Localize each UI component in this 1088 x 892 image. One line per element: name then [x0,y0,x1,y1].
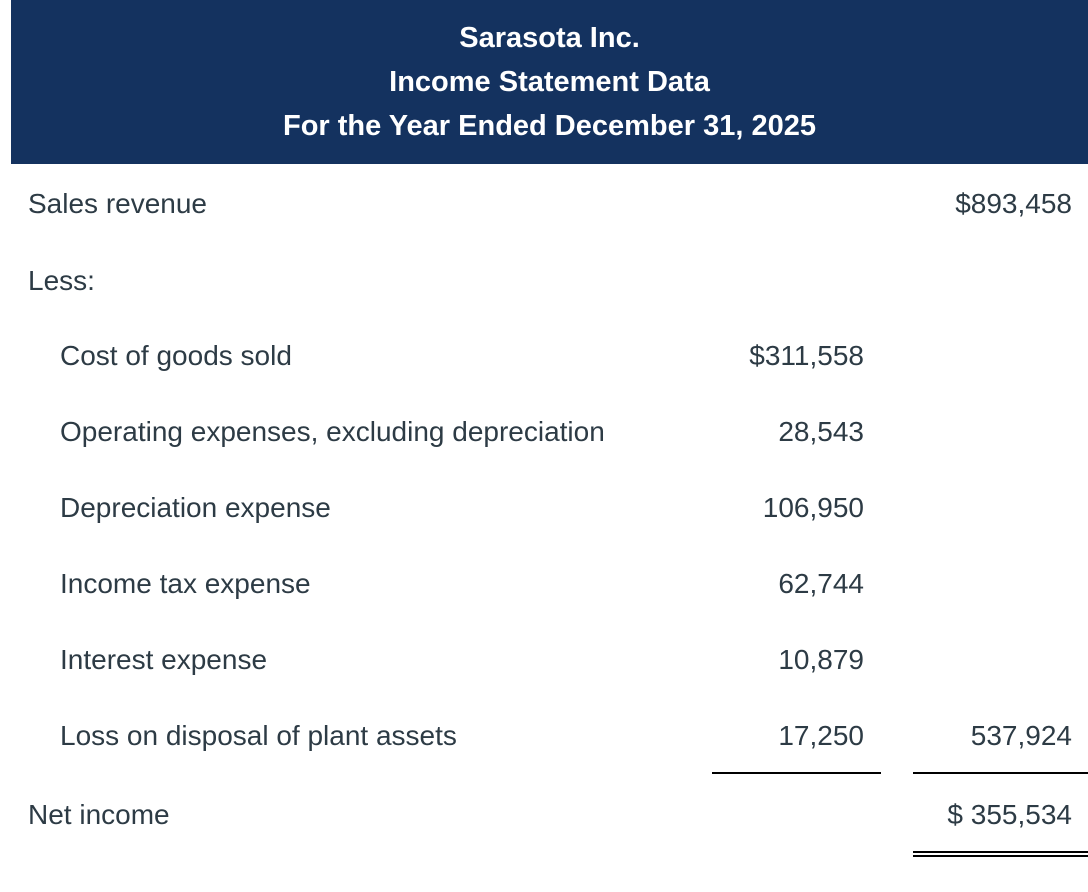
row-amount: 106,950 [762,492,864,523]
row-net-income: Net income $ 355,534 [0,795,1088,835]
double-underline-top [913,851,1088,853]
row-loss-disposal: Loss on disposal of plant assets 17,250 … [0,716,1088,756]
total-underline [913,772,1088,774]
row-label: Loss on disposal of plant assets [60,720,457,751]
row-interest: Interest expense 10,879 [0,640,1088,680]
row-total: 537,924 [970,720,1072,751]
row-amount: 10,879 [778,644,864,675]
row-amount: 17,250 [778,720,864,751]
row-label: Cost of goods sold [60,340,292,371]
row-label: Interest expense [60,644,268,675]
statement-period: For the Year Ended December 31, 2025 [282,110,816,142]
company-name: Sarasota Inc. [459,22,640,54]
row-total: $893,458 [955,188,1072,219]
row-total: $ 355,534 [947,799,1072,830]
row-amount: 28,543 [778,416,864,447]
row-cogs: Cost of goods sold $311,558 [0,336,1088,376]
row-depreciation: Depreciation expense 106,950 [0,488,1088,528]
statement-header: Sarasota Inc. Income Statement Data For … [11,0,1088,164]
row-less: Less: [0,261,1088,301]
double-underline-bottom [913,855,1088,857]
row-label: Income tax expense [60,568,311,599]
row-amount: $311,558 [749,340,864,371]
row-amount: 62,744 [778,568,864,599]
statement-title: Income Statement Data [389,66,710,98]
row-label: Sales revenue [28,188,208,219]
row-label: Depreciation expense [60,492,331,523]
row-operating-expenses: Operating expenses, excluding depreciati… [0,412,1088,452]
row-sales-revenue: Sales revenue $893,458 [0,184,1088,224]
subtotal-underline [712,772,881,774]
row-income-tax: Income tax expense 62,744 [0,564,1088,604]
row-label: Operating expenses, excluding depreciati… [60,416,605,447]
row-label: Less: [28,265,95,296]
row-label: Net income [28,799,170,830]
